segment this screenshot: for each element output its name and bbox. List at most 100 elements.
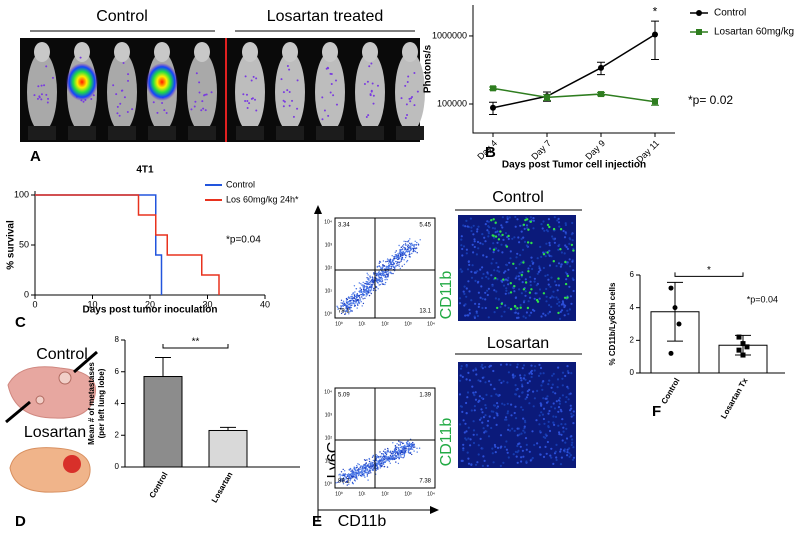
event-dot (363, 284, 366, 287)
event-dot (351, 295, 353, 298)
event-dot (383, 458, 385, 460)
event-dot (343, 309, 345, 311)
nucleus (477, 291, 480, 294)
event-dot (365, 462, 367, 464)
nucleus (503, 403, 506, 406)
nucleus (556, 219, 559, 222)
bar (208, 429, 248, 468)
marker (544, 94, 550, 101)
nucleus (481, 233, 484, 236)
signal-speck (329, 91, 332, 94)
cd11b-cell (548, 225, 551, 229)
mouse (355, 52, 385, 132)
nucleus (550, 255, 553, 258)
event-dot (396, 446, 398, 448)
event-dot (399, 443, 402, 445)
cd11b-cell (520, 273, 523, 277)
nucleus (475, 433, 479, 436)
mouse-stage (108, 126, 136, 140)
event-dot (395, 257, 398, 260)
event-dot (405, 441, 408, 444)
nucleus (541, 388, 544, 391)
nucleus (558, 304, 561, 307)
event-dot (366, 474, 369, 476)
signal-speck (246, 99, 249, 102)
event-dot (402, 447, 404, 450)
event-dot (384, 458, 387, 460)
event-dot (391, 263, 393, 266)
nucleus (539, 430, 542, 433)
signal-speck (250, 97, 253, 100)
event-dot (401, 441, 403, 443)
nucleus (558, 317, 562, 320)
nucleus (524, 316, 527, 319)
nucleus (545, 295, 548, 298)
signal-speck (416, 90, 419, 93)
mouse-head (154, 42, 170, 62)
event-dot (410, 448, 412, 450)
cd11b-cell (530, 288, 533, 291)
nucleus (507, 371, 510, 374)
event-dot (358, 290, 360, 293)
nucleus (571, 441, 574, 444)
event-dot (385, 271, 387, 273)
event-dot (372, 289, 375, 291)
mouse-stage (236, 126, 264, 140)
axis (472, 5, 675, 134)
nucleus (514, 405, 517, 408)
nucleus (521, 383, 524, 386)
event-dot (351, 298, 353, 300)
event-dot (404, 243, 407, 245)
nucleus (519, 224, 522, 227)
nucleus (466, 268, 470, 271)
nucleus (551, 383, 554, 386)
flow-tick: 10⁰ (324, 311, 332, 317)
event-dot (366, 292, 368, 294)
nucleus (518, 288, 521, 291)
y-tick-label: 6 (630, 270, 635, 279)
quadrant-value: 7.38 (419, 479, 431, 485)
nucleus (522, 236, 525, 239)
nucleus (545, 397, 548, 400)
event-dot (409, 247, 411, 249)
event-dot (344, 470, 346, 472)
mouse-stage (148, 126, 176, 140)
event-dot (354, 475, 357, 477)
signal-speck (250, 79, 253, 82)
event-dot (384, 281, 387, 284)
nucleus (526, 227, 529, 230)
nucleus (524, 278, 527, 281)
event-dot (360, 293, 362, 296)
event-dot (345, 297, 348, 300)
nucleus (542, 380, 545, 383)
nucleus (552, 421, 555, 424)
nucleus (570, 415, 573, 418)
flow-x-axis: CD11b (338, 513, 387, 530)
event-dot (367, 278, 369, 280)
nucleus (524, 437, 528, 440)
event-dot (413, 245, 415, 248)
event-dot (386, 258, 389, 260)
nucleus (504, 232, 507, 235)
nucleus (518, 263, 521, 266)
event-dot (339, 476, 341, 478)
event-dot (386, 278, 388, 281)
nucleus (533, 397, 537, 400)
nucleus (558, 402, 562, 405)
nucleus (555, 400, 558, 403)
nucleus (501, 251, 504, 254)
event-dot (403, 447, 405, 449)
event-dot (347, 306, 349, 308)
nucleus (497, 266, 500, 269)
event-dot (409, 443, 411, 446)
event-dot (390, 260, 392, 263)
event-dot (364, 470, 366, 472)
mouse (395, 52, 425, 132)
nucleus (560, 251, 564, 254)
signal-speck (327, 114, 330, 117)
nucleus (506, 217, 509, 220)
nucleus (470, 270, 473, 273)
signal-speck (334, 79, 337, 82)
nucleus (492, 242, 495, 245)
nucleus (545, 452, 548, 455)
